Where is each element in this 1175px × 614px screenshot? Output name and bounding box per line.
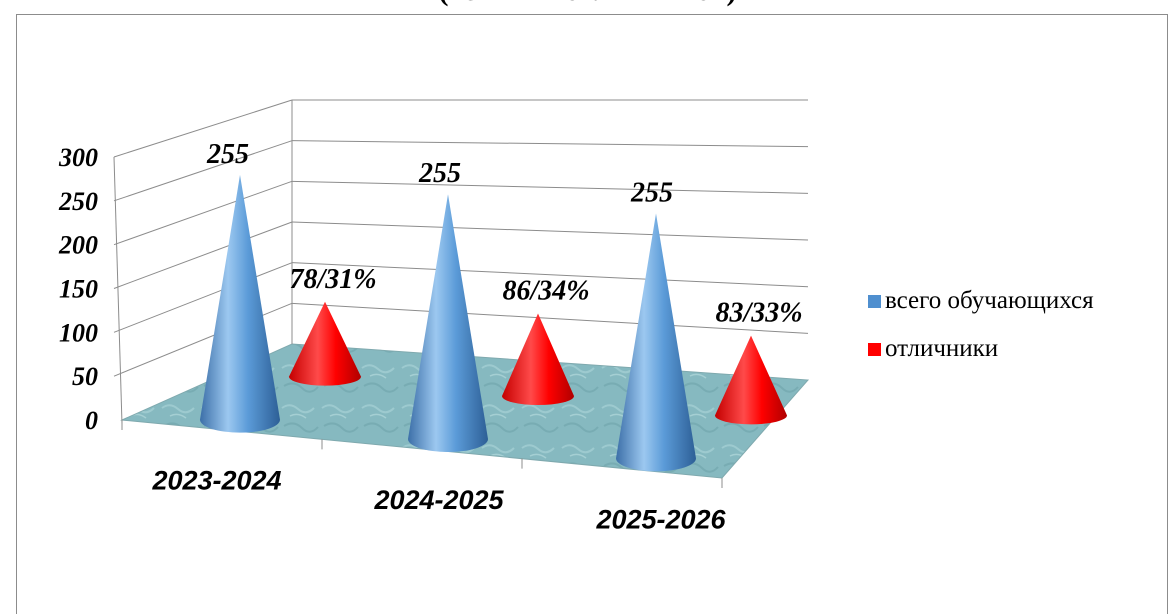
cone-total-2024-2025-body [408, 194, 488, 452]
data-label-excellent: 78/31% [289, 264, 376, 295]
cone-excellent-2023-2024 [289, 301, 361, 386]
gridline-back [291, 302, 809, 334]
gridline-back [291, 221, 809, 241]
y-tick-label: 50 [72, 362, 98, 391]
cone-total-2023-2024-body [200, 174, 280, 433]
cone-total-2023-2024 [200, 174, 280, 433]
data-label-total: 255 [206, 139, 249, 170]
gridline-side [113, 180, 293, 246]
y-tick-label: 250 [58, 187, 98, 216]
chart-grid: 0 50 100 150 200 250 300 [58, 99, 809, 488]
chart-cones [200, 174, 787, 472]
gridline-back [291, 262, 809, 288]
data-label-total: 255 [418, 158, 461, 189]
cone-excellent-2023-2024-body [289, 301, 361, 386]
legend-label-excellent: отличники [885, 335, 999, 362]
chart-legend: всего обучающихся отличники [868, 284, 1094, 380]
y-tick-label: 200 [58, 231, 98, 260]
chart-labels: 255 78/31% 2023-2024 255 86/34% 2024-2025 255 8… [151, 139, 802, 534]
gridline-side [113, 140, 293, 202]
cone-excellent-2025-2026 [715, 335, 787, 425]
x-tick-label: 2025-2026 [595, 504, 726, 534]
gridline-side [113, 99, 293, 158]
cone-excellent-2024-2025 [502, 313, 574, 405]
y-axis-line [113, 156, 123, 425]
cone-total-2025-2026-body [616, 213, 696, 472]
chart-frame [16, 14, 1168, 614]
legend-swatch-total [868, 294, 881, 308]
x-tick-label: 2023-2024 [151, 466, 281, 496]
cone-excellent-2024-2025-body [502, 313, 574, 405]
data-label-total: 255 [630, 178, 673, 209]
gridline-side [113, 221, 293, 289]
chart-title: (из них – отличников) [0, 0, 1175, 8]
data-label-excellent: 83/33% [715, 298, 802, 329]
legend-label-total: всего обучающихся [885, 287, 1094, 314]
legend-item-excellent: отличники [868, 332, 1094, 366]
y-tick-label: 100 [59, 318, 98, 347]
x-tick-label: 2024-2025 [373, 485, 504, 515]
legend-item-total: всего обучающихся [868, 284, 1094, 318]
data-label-excellent: 86/34% [502, 275, 589, 306]
gridline-back [291, 180, 809, 194]
y-tick-label: 300 [58, 143, 98, 172]
cone-total-2025-2026 [616, 213, 696, 472]
gridline-back [291, 140, 809, 148]
cone-excellent-2025-2026-body [715, 335, 787, 425]
gridline-side [113, 262, 293, 333]
cone-total-2024-2025 [408, 194, 488, 452]
legend-swatch-excellent [868, 342, 881, 356]
y-tick-label: 0 [85, 406, 98, 435]
y-tick-label: 150 [59, 275, 98, 304]
